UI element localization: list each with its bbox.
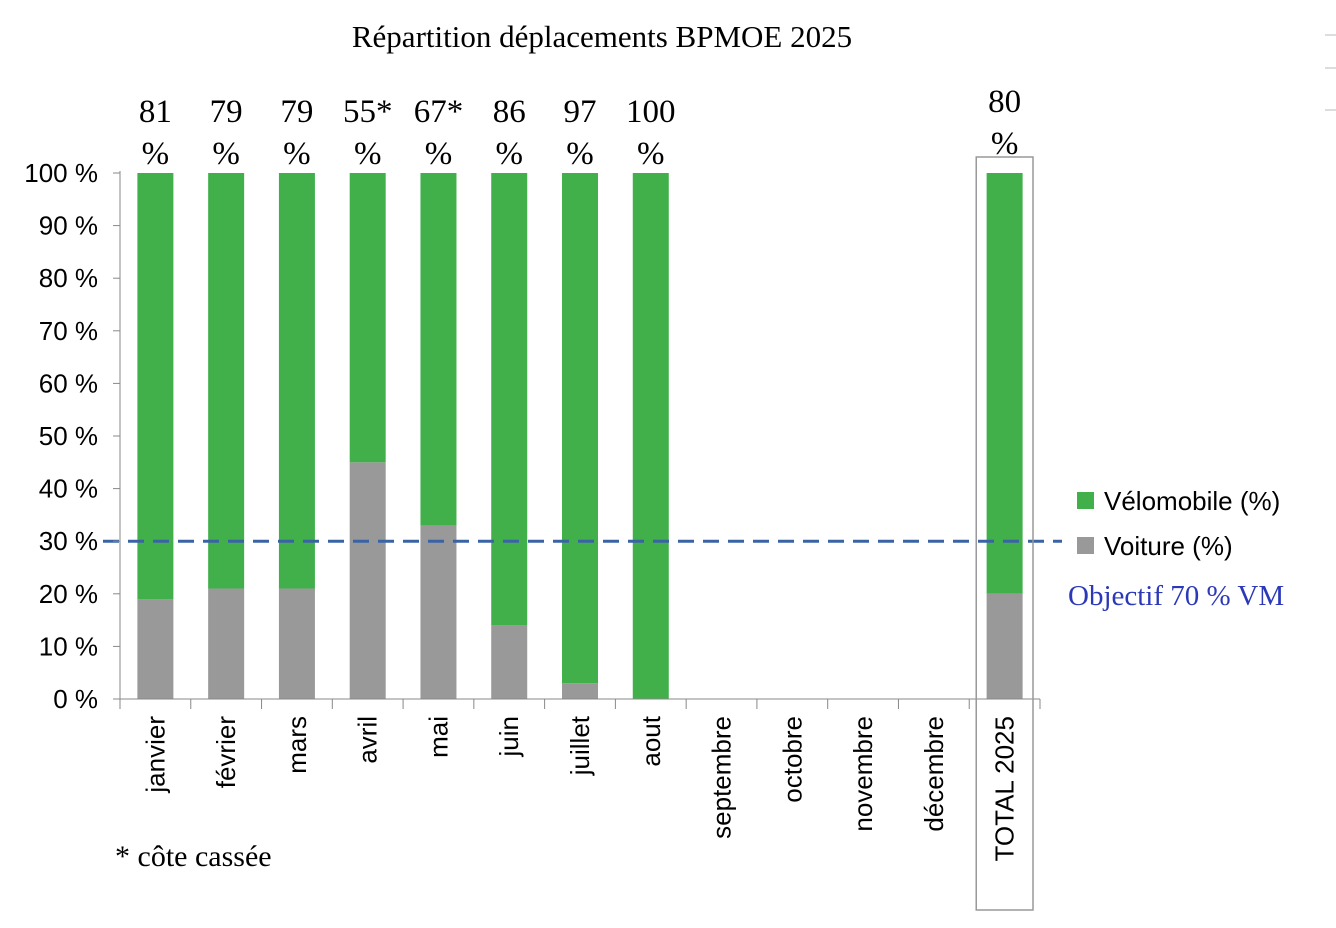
bar-voiture-janvier [137, 599, 174, 699]
x-category-label: avril [353, 716, 383, 764]
bar-velomobile-fevrier [208, 173, 245, 589]
total-highlight-frame [975, 156, 1034, 911]
bar-data-label: 55* [343, 94, 393, 130]
y-tick-label: 100 % [24, 158, 98, 188]
bar-voiture-mai [420, 525, 457, 699]
y-tick-label: 90 % [39, 211, 98, 241]
objective-label: Objectif 70 % VM [1068, 580, 1284, 612]
x-category-label: novembre [848, 716, 878, 832]
legend-swatch-velomobile [1077, 492, 1094, 509]
x-category-label: février [211, 716, 241, 789]
bar-data-label-unit: % [212, 136, 240, 172]
x-category-label: juin [494, 716, 524, 757]
y-tick-label: 30 % [39, 526, 98, 556]
y-tick-label: 50 % [39, 421, 98, 451]
legend-label-velomobile: Vélomobile (%) [1104, 486, 1280, 516]
bar-data-label: 86 [493, 94, 526, 130]
bar-data-label-unit: % [283, 136, 311, 172]
bar-data-label-unit: % [637, 136, 665, 172]
bar-data-label-unit: % [495, 136, 523, 172]
bar-data-label: 100 [626, 94, 676, 130]
legend-label-voiture: Voiture (%) [1104, 531, 1233, 561]
bar-voiture-juin [491, 625, 528, 699]
bar-data-label-unit: % [425, 136, 453, 172]
x-category-label: juillet [565, 715, 595, 776]
y-tick-label: 80 % [39, 263, 98, 293]
bar-data-label-unit: % [566, 136, 594, 172]
y-tick-label: 10 % [39, 631, 98, 661]
bar-data-label: 81 [139, 94, 172, 130]
bar-data-label-unit: % [142, 136, 170, 172]
x-category-label: mai [423, 716, 453, 758]
bar-velomobile-mars [278, 173, 315, 589]
bar-area [137, 173, 1023, 699]
y-tick-label: 20 % [39, 579, 98, 609]
axes: 0 % 10 % 20 % 30 % 40 % 50 % 60 % 70 % 80 % 90 % 1… [24, 156, 1041, 911]
bar-velomobile-total-2025 [986, 173, 1023, 594]
bar-data-label-unit: % [354, 136, 382, 172]
bar-velomobile-avril [349, 173, 386, 463]
bar-data-label: 97 [564, 94, 597, 130]
x-category-label: octobre [777, 716, 807, 803]
bar-data-label-unit: % [991, 126, 1019, 162]
bar-velomobile-juillet [562, 173, 598, 684]
y-tick-label: 60 % [39, 368, 98, 398]
y-tick-label: 40 % [39, 474, 98, 504]
legend: Vélomobile (%) Voiture (%) Objectif 70 %… [1068, 486, 1284, 612]
bar-voiture-avril [349, 462, 386, 699]
bar-velomobile-mai [420, 173, 457, 526]
x-category-label: septembre [707, 716, 737, 839]
bar-data-label: 67* [414, 94, 464, 130]
x-category-label: janvier [140, 716, 170, 794]
bar-data-label: 79 [210, 94, 243, 130]
chart-title: Répartition déplacements BPMOE 2025 [352, 19, 852, 54]
y-tick-label: 70 % [39, 316, 98, 346]
x-category-label: TOTAL 2025 [990, 716, 1020, 862]
bar-labels: 81% 79% 79% 55*% 67*% 86% 97% 100% 80% [139, 84, 1021, 172]
bar-velomobile-juin [491, 173, 528, 626]
edge-marks [1325, 34, 1336, 111]
footnote: * côte cassée [115, 840, 272, 873]
x-category-label: mars [282, 716, 312, 774]
y-tick-label: 0 % [53, 684, 98, 714]
bar-data-label: 80 [988, 84, 1021, 120]
bar-voiture-mars [278, 588, 315, 699]
legend-swatch-voiture [1077, 537, 1094, 554]
x-category-label: décembre [919, 716, 949, 832]
bar-voiture-fevrier [208, 588, 245, 699]
bar-velomobile-aout [632, 173, 669, 699]
bar-voiture-juillet [562, 683, 598, 699]
bar-velomobile-janvier [137, 173, 174, 600]
bar-voiture-total-2025 [986, 593, 1023, 699]
x-category-label: aout [636, 715, 666, 766]
bar-data-label: 79 [280, 94, 313, 130]
